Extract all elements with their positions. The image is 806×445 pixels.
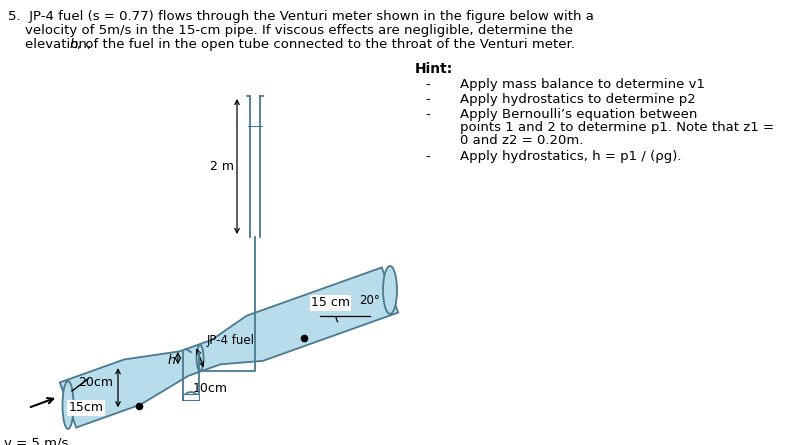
Text: h: h [70,38,78,51]
Text: 20cm: 20cm [78,376,113,389]
Ellipse shape [383,266,397,314]
Text: 10cm: 10cm [193,382,227,395]
Text: Hint:: Hint: [415,62,453,76]
Text: 5.  JP-4 fuel (s = 0.77) flows through the Venturi meter shown in the figure bel: 5. JP-4 fuel (s = 0.77) flows through th… [8,10,594,23]
Text: Apply mass balance to determine v1: Apply mass balance to determine v1 [460,78,705,91]
Text: Apply hydrostatics to determine p2: Apply hydrostatics to determine p2 [460,93,696,106]
Text: 15 cm: 15 cm [311,296,350,310]
Bar [183,394,199,400]
Text: v = 5 m/s: v = 5 m/s [4,437,69,445]
Text: points 1 and 2 to determine p1. Note that z1 =: points 1 and 2 to determine p1. Note tha… [460,121,774,134]
Polygon shape [60,267,398,428]
Ellipse shape [63,381,73,429]
Text: 2 m: 2 m [210,160,234,173]
Text: 0 and z2 = 0.20m.: 0 and z2 = 0.20m. [460,134,584,147]
Text: JP-4 fuel: JP-4 fuel [206,334,255,347]
Text: h: h [168,354,176,367]
Ellipse shape [197,345,204,371]
Text: velocity of 5m/s in the 15-cm pipe. If viscous effects are negligible, determine: velocity of 5m/s in the 15-cm pipe. If v… [8,24,573,37]
Text: Apply Bernoulli’s equation between: Apply Bernoulli’s equation between [460,108,697,121]
Text: -: - [425,150,430,163]
Text: -: - [425,93,430,106]
Text: 20°: 20° [359,294,380,307]
Text: -: - [425,78,430,91]
Text: Apply hydrostatics, h = p1 / (ρg).: Apply hydrostatics, h = p1 / (ρg). [460,150,682,163]
Text: , of the fuel in the open tube connected to the throat of the Venturi meter.: , of the fuel in the open tube connected… [77,38,575,51]
Text: elevation,: elevation, [8,38,95,51]
Text: 15cm: 15cm [69,401,103,414]
Text: -: - [425,108,430,121]
